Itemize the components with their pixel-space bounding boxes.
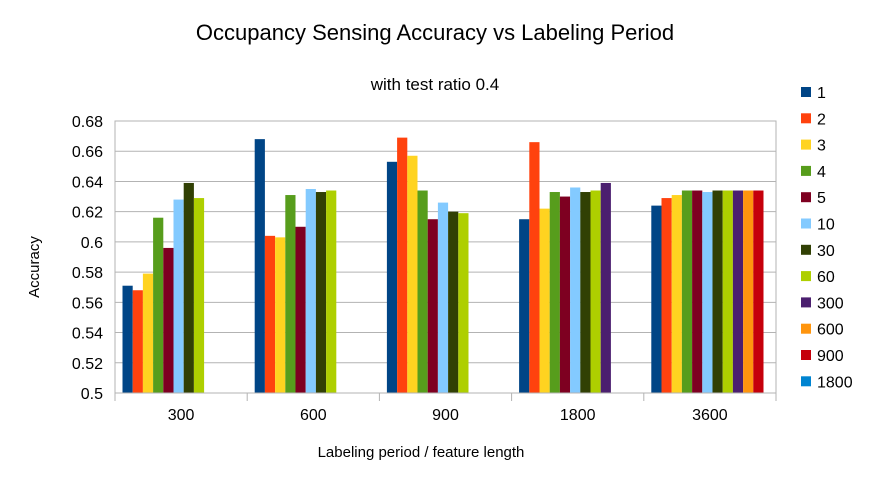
plot-frame [114,120,777,394]
bar [326,190,337,393]
legend-swatch [801,139,811,150]
legend-entry: 4 [817,164,826,181]
bar [590,190,601,393]
bar [315,192,327,393]
x-tick-labels: 300 600 900 1800 3600 [168,407,728,424]
legend-entry: 30 [817,243,835,260]
y-tick-label: 0.52 [72,356,103,373]
bar [254,139,265,393]
bar [458,213,469,393]
legend-entry: 300 [817,295,844,312]
bar [539,208,550,393]
bar [173,199,184,393]
bar [549,192,560,393]
bar [153,217,164,393]
y-axis-label: Accuracy [26,236,43,298]
bar [275,237,286,393]
y-tick-label: 0.64 [72,174,103,191]
bar [753,190,764,393]
y-tick-labels: 0.5 0.52 0.54 0.56 0.58 0.6 0.62 0.64 0.66 0.68 [72,114,103,403]
bar [671,195,682,393]
y-tick-label: 0.5 [81,386,103,403]
legend-swatch [801,192,811,203]
legend-swatch [801,271,811,282]
bar [264,235,276,393]
axes [114,120,777,401]
y-tick-label: 0.66 [72,144,103,161]
y-tick-label: 0.6 [81,235,103,252]
chart-title: Occupancy Sensing Accuracy vs Labeling P… [196,20,674,45]
bar [437,202,449,393]
legend-entry: 1 [817,85,826,102]
legend-swatch [801,376,811,387]
x-tick-label: 600 [300,407,327,424]
bar [407,155,418,393]
legend-entry: 1800 [817,374,853,391]
legend-entry: 3 [817,138,826,155]
legend: 1 2 3 4 5 10 30 60 300 600 900 1800 [801,85,853,391]
bar [743,190,754,393]
x-tick-label: 3600 [692,407,728,424]
bar [295,226,306,393]
bars [122,137,764,393]
y-tick-label: 0.62 [72,205,103,222]
legend-swatch [801,297,811,308]
y-tick-label: 0.56 [72,295,103,312]
bar [732,190,744,393]
legend-entry: 900 [817,348,844,365]
legend-swatch [801,113,811,124]
bar [580,192,591,393]
bar [702,192,713,393]
bar [132,290,143,393]
bar [570,187,581,393]
y-tick-label: 0.58 [72,265,103,282]
legend-entry: 60 [817,269,835,286]
bar [600,182,611,393]
bar [285,195,296,393]
bar [427,219,438,393]
y-tick-label: 0.54 [72,326,103,343]
bar [122,285,133,393]
bar [519,219,530,393]
bar [661,198,672,393]
x-tick-label: 900 [432,407,459,424]
legend-swatch [801,244,811,255]
bar [142,273,154,393]
legend-swatch [801,87,811,97]
legend-entry: 600 [817,322,844,339]
bar [417,190,428,393]
bar [305,189,316,393]
bar [681,190,693,393]
legend-swatch [801,165,811,176]
chart-subtitle: with test ratio 0.4 [370,75,500,94]
bar [386,161,398,393]
legend-swatch [801,323,811,334]
bar [559,196,571,393]
x-tick-label: 1800 [560,407,596,424]
bar [651,205,662,393]
bar [397,137,408,393]
bar [193,198,205,393]
bar [692,190,703,393]
bar [712,190,723,393]
legend-entry: 5 [817,190,826,207]
bar [183,182,194,393]
bar [529,142,540,393]
legend-entry: 10 [817,217,835,234]
bar [163,247,174,393]
bar [448,211,459,393]
legend-swatch [801,218,811,229]
x-tick-label: 300 [168,407,195,424]
x-axis-label: Labeling period / feature length [318,444,525,461]
bar [722,190,733,393]
y-tick-label: 0.68 [72,114,103,131]
legend-entry: 2 [817,111,826,128]
legend-swatch [801,350,811,360]
